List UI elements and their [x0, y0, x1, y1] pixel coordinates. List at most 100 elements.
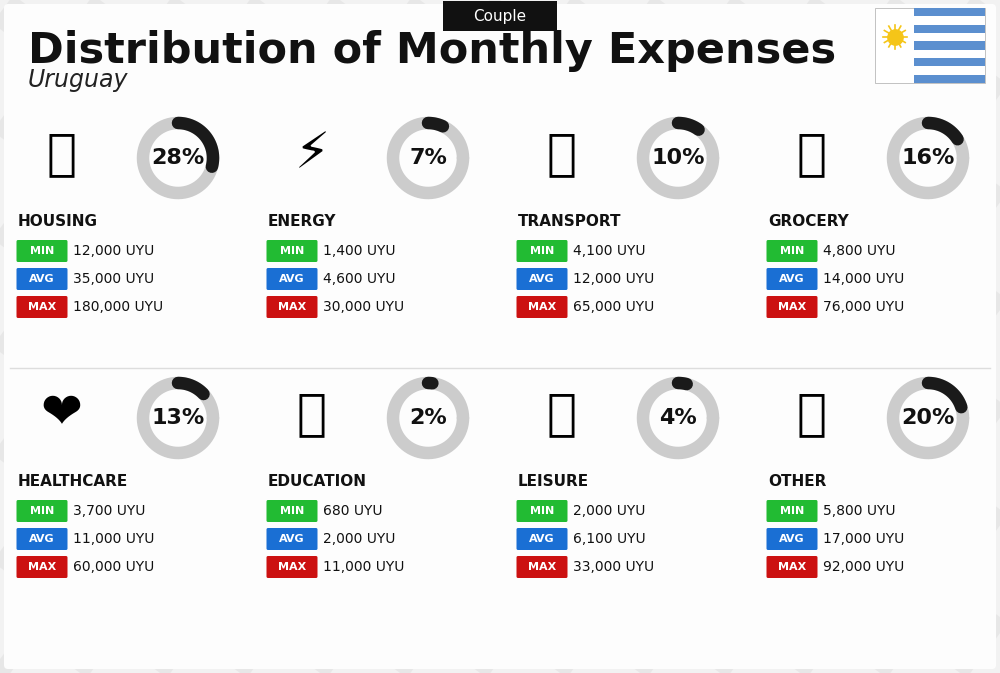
- Text: ENERGY: ENERGY: [268, 213, 336, 229]
- Text: HEALTHCARE: HEALTHCARE: [18, 474, 128, 489]
- Text: 10%: 10%: [651, 148, 705, 168]
- Text: MAX: MAX: [528, 562, 556, 572]
- Text: 13%: 13%: [151, 408, 205, 428]
- Text: 92,000 UYU: 92,000 UYU: [823, 560, 904, 574]
- Text: 2%: 2%: [409, 408, 447, 428]
- Text: MAX: MAX: [28, 302, 56, 312]
- Text: 12,000 UYU: 12,000 UYU: [573, 272, 654, 286]
- Text: 16%: 16%: [901, 148, 955, 168]
- FancyBboxPatch shape: [443, 1, 557, 31]
- FancyBboxPatch shape: [16, 528, 68, 550]
- FancyBboxPatch shape: [767, 528, 818, 550]
- Text: 🏢: 🏢: [47, 130, 77, 178]
- FancyBboxPatch shape: [266, 556, 318, 578]
- Text: 4,800 UYU: 4,800 UYU: [823, 244, 896, 258]
- Text: AVG: AVG: [279, 274, 305, 284]
- FancyBboxPatch shape: [266, 268, 318, 290]
- FancyBboxPatch shape: [914, 67, 985, 75]
- Text: AVG: AVG: [779, 274, 805, 284]
- Text: 🛒: 🛒: [797, 130, 827, 178]
- Text: MIN: MIN: [280, 506, 304, 516]
- Text: 6,100 UYU: 6,100 UYU: [573, 532, 646, 546]
- Text: MAX: MAX: [528, 302, 556, 312]
- Text: AVG: AVG: [529, 534, 555, 544]
- Text: MIN: MIN: [780, 506, 804, 516]
- FancyBboxPatch shape: [266, 240, 318, 262]
- Text: 2,000 UYU: 2,000 UYU: [323, 532, 395, 546]
- FancyBboxPatch shape: [16, 500, 68, 522]
- FancyBboxPatch shape: [767, 556, 818, 578]
- FancyBboxPatch shape: [914, 25, 985, 33]
- Text: 60,000 UYU: 60,000 UYU: [73, 560, 154, 574]
- Text: 5,800 UYU: 5,800 UYU: [823, 504, 896, 518]
- Text: 🚌: 🚌: [547, 130, 577, 178]
- Text: 🛍️: 🛍️: [547, 390, 577, 438]
- Text: 3,700 UYU: 3,700 UYU: [73, 504, 145, 518]
- Text: 11,000 UYU: 11,000 UYU: [73, 532, 154, 546]
- Text: MIN: MIN: [780, 246, 804, 256]
- FancyBboxPatch shape: [914, 41, 985, 50]
- Text: 1,400 UYU: 1,400 UYU: [323, 244, 396, 258]
- Text: AVG: AVG: [779, 534, 805, 544]
- Text: MIN: MIN: [30, 506, 54, 516]
- Text: MAX: MAX: [778, 302, 806, 312]
- Text: 4%: 4%: [659, 408, 697, 428]
- Text: MAX: MAX: [778, 562, 806, 572]
- Text: AVG: AVG: [279, 534, 305, 544]
- Text: 76,000 UYU: 76,000 UYU: [823, 300, 904, 314]
- Text: 180,000 UYU: 180,000 UYU: [73, 300, 163, 314]
- FancyBboxPatch shape: [516, 296, 568, 318]
- Text: ⚡: ⚡: [294, 130, 330, 178]
- FancyBboxPatch shape: [914, 58, 985, 67]
- Text: ❤️: ❤️: [41, 390, 83, 438]
- FancyBboxPatch shape: [516, 268, 568, 290]
- Text: MIN: MIN: [30, 246, 54, 256]
- FancyBboxPatch shape: [914, 8, 985, 16]
- Text: Distribution of Monthly Expenses: Distribution of Monthly Expenses: [28, 30, 836, 72]
- FancyBboxPatch shape: [914, 75, 985, 83]
- FancyBboxPatch shape: [767, 240, 818, 262]
- Text: 🎓: 🎓: [297, 390, 327, 438]
- FancyBboxPatch shape: [16, 268, 68, 290]
- Text: 4,600 UYU: 4,600 UYU: [323, 272, 396, 286]
- FancyBboxPatch shape: [516, 556, 568, 578]
- Text: MIN: MIN: [280, 246, 304, 256]
- Text: HOUSING: HOUSING: [18, 213, 98, 229]
- Text: 65,000 UYU: 65,000 UYU: [573, 300, 654, 314]
- FancyBboxPatch shape: [767, 500, 818, 522]
- Text: EDUCATION: EDUCATION: [268, 474, 367, 489]
- Text: 30,000 UYU: 30,000 UYU: [323, 300, 404, 314]
- Text: 28%: 28%: [151, 148, 205, 168]
- Text: GROCERY: GROCERY: [768, 213, 849, 229]
- FancyBboxPatch shape: [914, 50, 985, 58]
- Text: 680 UYU: 680 UYU: [323, 504, 382, 518]
- FancyBboxPatch shape: [266, 528, 318, 550]
- Text: 14,000 UYU: 14,000 UYU: [823, 272, 904, 286]
- Text: 2,000 UYU: 2,000 UYU: [573, 504, 645, 518]
- Text: MIN: MIN: [530, 246, 554, 256]
- Text: 33,000 UYU: 33,000 UYU: [573, 560, 654, 574]
- Text: Couple: Couple: [473, 9, 527, 24]
- FancyBboxPatch shape: [266, 500, 318, 522]
- Text: AVG: AVG: [29, 274, 55, 284]
- Text: AVG: AVG: [29, 534, 55, 544]
- FancyBboxPatch shape: [516, 528, 568, 550]
- Text: MAX: MAX: [278, 562, 306, 572]
- FancyBboxPatch shape: [914, 33, 985, 41]
- Text: 12,000 UYU: 12,000 UYU: [73, 244, 154, 258]
- FancyBboxPatch shape: [266, 296, 318, 318]
- Text: 35,000 UYU: 35,000 UYU: [73, 272, 154, 286]
- Text: 👛: 👛: [797, 390, 827, 438]
- FancyBboxPatch shape: [516, 240, 568, 262]
- Text: MAX: MAX: [278, 302, 306, 312]
- Text: 20%: 20%: [901, 408, 955, 428]
- Text: 17,000 UYU: 17,000 UYU: [823, 532, 904, 546]
- FancyBboxPatch shape: [767, 268, 818, 290]
- FancyBboxPatch shape: [16, 556, 68, 578]
- FancyBboxPatch shape: [767, 296, 818, 318]
- Text: MIN: MIN: [530, 506, 554, 516]
- FancyBboxPatch shape: [4, 4, 996, 669]
- FancyBboxPatch shape: [16, 240, 68, 262]
- Text: Uruguay: Uruguay: [28, 68, 128, 92]
- Text: MAX: MAX: [28, 562, 56, 572]
